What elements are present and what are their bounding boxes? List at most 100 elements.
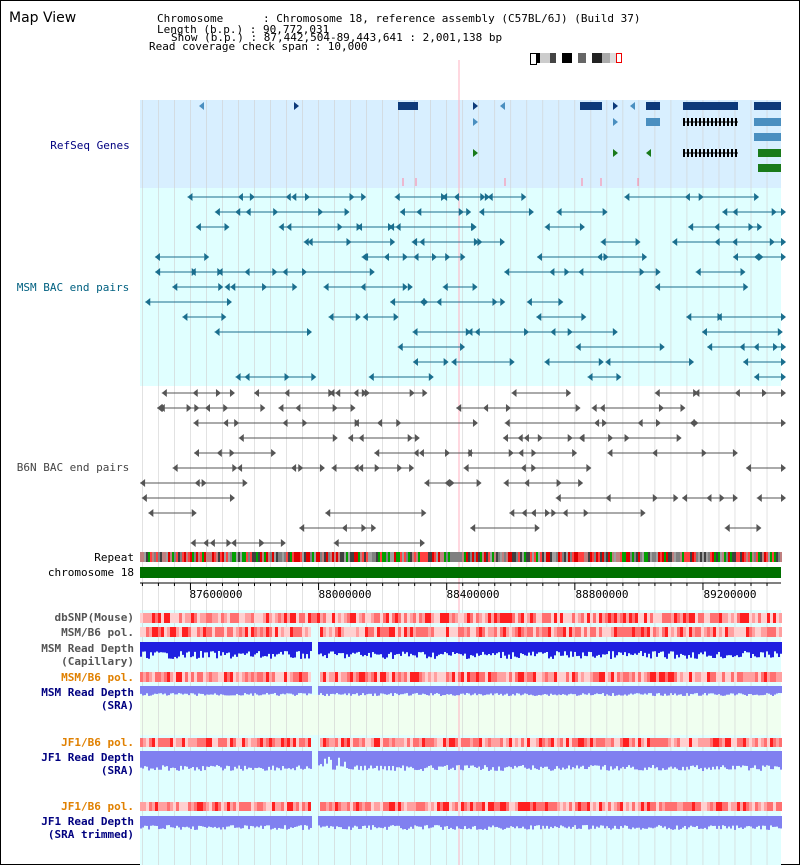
polymorphism-bin — [488, 738, 491, 747]
read-depth-bin — [538, 816, 540, 826]
gene-block — [754, 133, 781, 141]
read-depth-bin — [762, 816, 764, 826]
msm-bac-end — [442, 193, 448, 201]
b6n-bac-end — [232, 464, 238, 472]
polymorphism-bin — [170, 613, 173, 623]
polymorphism-bin — [320, 613, 323, 623]
b6n-bac-label[interactable]: B6N BAC end pairs — [16, 461, 130, 474]
polymorphism-bin — [701, 738, 704, 747]
read-depth-bin — [502, 751, 504, 771]
polymorphism-bin — [731, 627, 734, 637]
polymorphism-bin — [602, 738, 605, 747]
polymorphism-bin — [572, 672, 575, 682]
read-depth-bin — [532, 642, 534, 652]
repeat-element — [766, 552, 768, 562]
msm-b6-pol-label-2[interactable]: MSM/B6 pol. — [61, 671, 134, 684]
polymorphism-bin — [764, 738, 767, 747]
polymorphism-bin — [626, 738, 629, 747]
jf1-b6-pol-label-2[interactable]: JF1/B6 pol. — [61, 800, 134, 813]
msm-read-depth-sra-label[interactable]: MSM Read Depth — [41, 686, 134, 699]
repeat-element — [654, 552, 656, 562]
gene-exon — [719, 149, 721, 157]
repeat-element — [380, 552, 382, 562]
repeat-element — [510, 552, 512, 562]
read-depth-bin — [732, 642, 734, 658]
read-depth-bin — [296, 751, 298, 767]
polymorphism-bin — [278, 672, 281, 682]
msm-b6-pol-label[interactable]: MSM/B6 pol. — [61, 626, 134, 639]
b6n-bac-end — [298, 464, 304, 472]
polymorphism-bin — [569, 627, 572, 637]
read-depth-bin — [532, 751, 534, 766]
read-depth-bin — [140, 642, 142, 657]
read-depth-bin — [358, 751, 360, 770]
polymorphism-bin — [620, 627, 623, 637]
read-depth-bin — [666, 642, 668, 659]
read-depth-bin — [414, 642, 416, 656]
polymorphism-bin — [707, 672, 710, 682]
repeat-element — [714, 552, 716, 562]
read-depth-bin — [480, 751, 482, 770]
jf1-read-depth-sra-label[interactable]: JF1 Read Depth — [41, 751, 134, 764]
jf1-read-depth-trim-label[interactable]: JF1 Read Depth — [41, 815, 134, 828]
read-depth-bin — [778, 686, 780, 694]
msm-bac-end — [172, 283, 178, 291]
polymorphism-bin — [446, 672, 449, 682]
polymorphism-bin — [551, 802, 554, 811]
read-depth-bin — [584, 751, 586, 770]
dbsnp-label[interactable]: dbSNP(Mouse) — [54, 611, 134, 624]
polymorphism-bin — [602, 627, 605, 637]
read-depth-bin — [230, 686, 232, 696]
read-depth-bin — [172, 686, 174, 694]
read-depth-bin — [512, 642, 514, 653]
polymorphism-bin — [746, 613, 749, 623]
polymorphism-bin — [425, 672, 428, 682]
polymorphism-bin — [605, 802, 608, 811]
read-depth-bin — [302, 751, 304, 770]
read-depth-bin — [596, 751, 598, 766]
repeat-element — [416, 552, 418, 562]
polymorphism-bin — [479, 738, 482, 747]
b6n-bac-end — [424, 479, 430, 487]
polymorphism-bin — [410, 802, 413, 811]
repeat-element — [464, 552, 466, 562]
jf1-b6-pol-label[interactable]: JF1/B6 pol. — [61, 736, 134, 749]
polymorphism-bin — [464, 613, 467, 623]
polymorphism-bin — [263, 613, 266, 623]
polymorphism-bin — [542, 672, 545, 682]
read-depth-bin — [218, 686, 220, 696]
polymorphism-bin — [341, 627, 344, 637]
polymorphism-bin — [461, 627, 464, 637]
repeat-element — [252, 552, 254, 562]
polymorphism-bin — [173, 738, 176, 747]
chromosome-ideogram[interactable] — [530, 53, 622, 65]
polymorphism-bin — [224, 802, 227, 811]
read-depth-bin — [512, 816, 514, 827]
msm-bac-label[interactable]: MSM BAC end pairs — [16, 281, 130, 294]
polymorphism-bin — [290, 802, 293, 811]
polymorphism-bin — [767, 672, 770, 682]
repeat-element — [442, 552, 444, 562]
refseq-genes-label[interactable]: RefSeq Genes — [50, 139, 130, 152]
polymorphism-bin — [329, 672, 332, 682]
polymorphism-bin — [728, 802, 731, 811]
gene-exon — [711, 149, 713, 157]
polymorphism-bin — [581, 672, 584, 682]
polymorphism-bin — [329, 738, 332, 747]
read-depth-bin — [440, 686, 442, 696]
b6n-bac-end — [555, 494, 561, 502]
gene-exon — [687, 149, 689, 157]
repeat-element — [162, 552, 164, 562]
read-depth-bin — [200, 686, 202, 694]
polymorphism-bin — [398, 672, 401, 682]
polymorphism-bin — [257, 672, 260, 682]
read-depth-bin — [184, 816, 186, 828]
msm-read-depth-capillary-label[interactable]: MSM Read Depth — [41, 642, 134, 655]
read-depth-bin — [448, 642, 450, 656]
read-depth-bin — [450, 751, 452, 769]
read-depth-bin — [452, 816, 454, 830]
read-depth-bin — [588, 751, 590, 767]
polymorphism-bin — [230, 627, 233, 637]
read-depth-bin — [486, 686, 488, 695]
